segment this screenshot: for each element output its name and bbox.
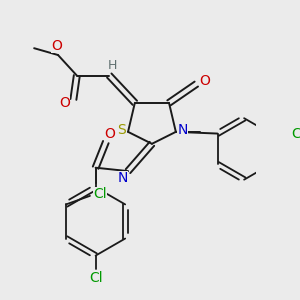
Text: S: S xyxy=(117,123,126,137)
Text: Cl: Cl xyxy=(291,127,300,141)
Text: N: N xyxy=(178,123,188,137)
Text: O: O xyxy=(104,127,115,141)
Text: O: O xyxy=(200,74,210,88)
Text: Cl: Cl xyxy=(89,271,102,285)
Text: O: O xyxy=(59,96,70,110)
Text: N: N xyxy=(118,171,128,185)
Text: O: O xyxy=(51,40,62,53)
Text: Cl: Cl xyxy=(93,187,107,201)
Text: H: H xyxy=(108,59,117,72)
